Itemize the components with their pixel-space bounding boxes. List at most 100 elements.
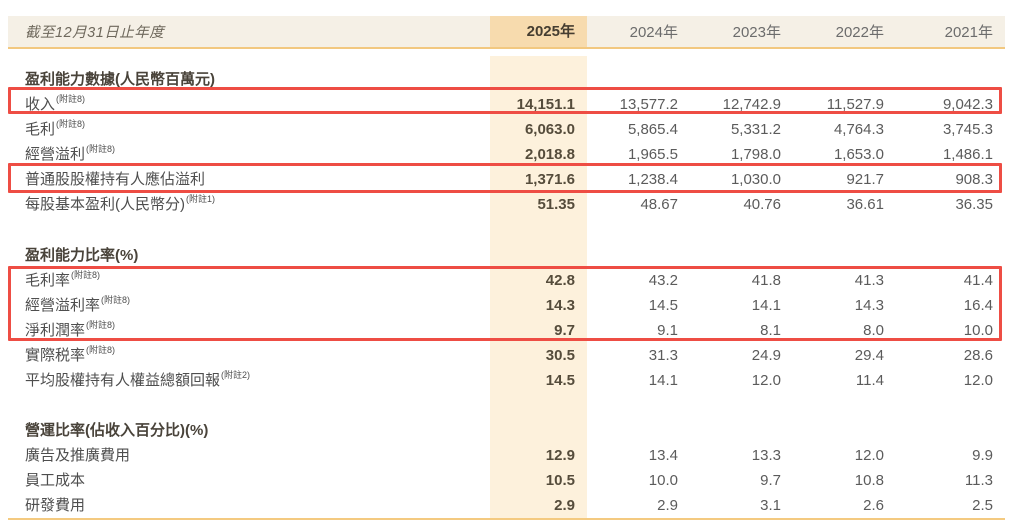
cell-value: 31.3 xyxy=(648,347,678,364)
cell-value: 12.0 xyxy=(751,372,781,389)
cell-value: 43.2 xyxy=(648,272,678,289)
row-label: 實際税率(附註8) xyxy=(25,345,116,365)
table-section: 營運比率(佔收入百分比)(%) 廣告及推廣費用 12.9 13.4 13.3 12.0 9.… xyxy=(8,418,1005,518)
cell-value: 1,371.6 xyxy=(524,171,575,188)
cell-value: 4,764.3 xyxy=(833,121,884,138)
cell-value: 13,577.2 xyxy=(619,96,678,113)
cell-value: 2,018.8 xyxy=(524,146,575,163)
cell-value: 10.5 xyxy=(545,472,575,489)
cell-value: 10.0 xyxy=(963,322,993,339)
cell-value: 16.4 xyxy=(963,297,993,314)
cell-value: 1,238.4 xyxy=(627,171,678,188)
cell-value: 12.9 xyxy=(545,447,575,464)
cell-value: 1,965.5 xyxy=(627,146,678,163)
cell-value: 11,527.9 xyxy=(826,96,884,113)
cell-value: 1,653.0 xyxy=(833,146,884,163)
cell-value: 28.6 xyxy=(963,347,993,364)
cell-value: 2.9 xyxy=(554,497,575,514)
table-row: 平均股權持有人權益總額回報(附註2) 14.5 14.1 12.0 11.4 12.0 xyxy=(8,368,1005,393)
cell-value: 9.1 xyxy=(657,322,678,339)
cell-value: 12.0 xyxy=(854,447,884,464)
year-header-2021: 2021年 xyxy=(944,24,993,41)
cell-value: 14.1 xyxy=(648,372,678,389)
table-row: 經營溢利率(附註8) 14.3 14.5 14.1 14.3 16.4 xyxy=(8,293,1005,318)
row-label: 經營溢利率(附註8) xyxy=(25,295,131,315)
red-annotation-box-profit-attributable xyxy=(8,163,1002,193)
section-heading: 盈利能力比率(%) xyxy=(25,247,139,264)
footnote-ref: (附註8) xyxy=(86,144,116,154)
cell-value: 36.35 xyxy=(955,196,993,213)
table-row: 實際税率(附註8) 30.5 31.3 24.9 29.4 28.6 xyxy=(8,343,1005,368)
cell-value: 1,486.1 xyxy=(942,146,993,163)
cell-value: 5,331.2 xyxy=(730,121,781,138)
row-label: 每股基本盈利(人民幣分)(附註1) xyxy=(25,194,215,214)
row-label: 毛利(附註8) xyxy=(25,119,86,139)
table-row: 毛利率(附註8) 42.8 43.2 41.8 41.3 41.4 xyxy=(8,268,1005,293)
cell-value: 6,063.0 xyxy=(524,121,575,138)
cell-value: 1,798.0 xyxy=(730,146,781,163)
cell-value: 13.4 xyxy=(648,447,678,464)
cell-value: 12.0 xyxy=(963,372,993,389)
cell-value: 14.5 xyxy=(545,372,575,389)
footnote-ref: (附註8) xyxy=(56,94,86,104)
cell-value: 3.1 xyxy=(760,497,781,514)
table-body: 盈利能力數據(人民幣百萬元) 收入(附註8) 14,151.1 13,577.2 12,… xyxy=(8,67,1005,520)
table-section: 盈利能力比率(%) 毛利率(附註8) 42.8 43.2 41.8 41.3 41.4 經營溢… xyxy=(8,243,1005,393)
row-label: 毛利率(附註8) xyxy=(25,270,101,290)
cell-value: 36.61 xyxy=(846,196,884,213)
row-label: 經營溢利(附註8) xyxy=(25,144,116,164)
cell-value: 921.7 xyxy=(846,171,884,188)
cell-value: 10.8 xyxy=(854,472,884,489)
cell-value: 1,030.0 xyxy=(730,171,781,188)
cell-value: 14.3 xyxy=(854,297,884,314)
table-row: 經營溢利(附註8) 2,018.8 1,965.5 1,798.0 1,653.0 1,4… xyxy=(8,142,1005,167)
cell-value: 51.35 xyxy=(537,196,575,213)
cell-value: 3,745.3 xyxy=(942,121,993,138)
table-row: 淨利潤率(附註8) 9.7 9.1 8.1 8.0 10.0 xyxy=(8,318,1005,343)
cell-value: 42.8 xyxy=(545,272,575,289)
period-label: 截至12月31日止年度 xyxy=(25,25,165,41)
cell-value: 30.5 xyxy=(545,347,575,364)
row-label: 普通股股權持有人應佔溢利 xyxy=(25,171,206,188)
year-header-2023: 2023年 xyxy=(732,24,781,41)
cell-value: 41.4 xyxy=(963,272,993,289)
cell-value: 2.6 xyxy=(863,497,884,514)
cell-value: 40.76 xyxy=(743,196,781,213)
footnote-ref: (附註8) xyxy=(56,119,86,129)
cell-value: 9.9 xyxy=(972,447,993,464)
table-header-row: 截至12月31日止年度 2025年 2024年 2023年 2022年 2021… xyxy=(8,16,1005,49)
row-label: 淨利潤率(附註8) xyxy=(25,320,116,340)
footnote-ref: (附註8) xyxy=(71,270,101,280)
table-row: 研發費用 2.9 2.9 3.1 2.6 2.5 xyxy=(8,493,1005,518)
financial-highlights-table: 截至12月31日止年度 2025年 2024年 2023年 2022年 2021… xyxy=(8,0,1005,520)
year-header-2024: 2024年 xyxy=(629,24,678,41)
table-row: 收入(附註8) 14,151.1 13,577.2 12,742.9 11,527.9 9… xyxy=(8,92,1005,117)
footnote-ref: (附註8) xyxy=(101,295,131,305)
year-header-2025: 2025年 xyxy=(490,16,587,47)
cell-value: 9.7 xyxy=(760,472,781,489)
row-label: 平均股權持有人權益總額回報(附註2) xyxy=(25,370,251,390)
cell-value: 13.3 xyxy=(751,447,781,464)
cell-value: 2.5 xyxy=(972,497,993,514)
table-section: 盈利能力數據(人民幣百萬元) 收入(附註8) 14,151.1 13,577.2 12,… xyxy=(8,67,1005,217)
footnote-ref: (附註8) xyxy=(86,345,116,355)
row-label: 廣告及推廣費用 xyxy=(25,447,131,464)
cell-value: 9.7 xyxy=(554,322,575,339)
row-label: 研發費用 xyxy=(25,497,86,514)
red-annotation-box-revenue xyxy=(8,87,1002,114)
cell-value: 12,742.9 xyxy=(722,96,781,113)
section-heading: 營運比率(佔收入百分比)(%) xyxy=(25,422,209,439)
row-label: 收入(附註8) xyxy=(25,94,86,114)
cell-value: 24.9 xyxy=(751,347,781,364)
footnote-ref: (附註1) xyxy=(186,194,215,204)
cell-value: 8.0 xyxy=(863,322,884,339)
cell-value: 14.5 xyxy=(648,297,678,314)
cell-value: 14.1 xyxy=(751,297,781,314)
cell-value: 41.8 xyxy=(751,272,781,289)
footnote-ref: (附註2) xyxy=(221,370,251,380)
cell-value: 10.0 xyxy=(648,472,678,489)
table-row: 普通股股權持有人應佔溢利 1,371.6 1,238.4 1,030.0 921.7 90… xyxy=(8,167,1005,192)
year-header-2022: 2022年 xyxy=(835,24,884,41)
cell-value: 8.1 xyxy=(760,322,781,339)
table-row: 每股基本盈利(人民幣分)(附註1) 51.35 48.67 40.76 36.61 36.… xyxy=(8,192,1005,217)
